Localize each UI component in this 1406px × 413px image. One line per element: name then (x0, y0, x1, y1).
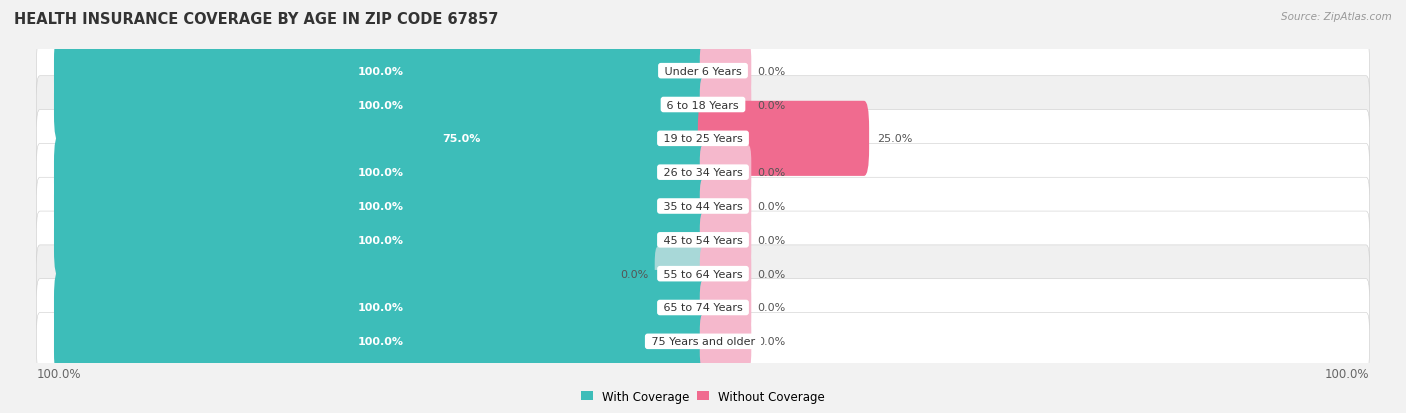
Text: 75.0%: 75.0% (443, 134, 481, 144)
Text: 0.0%: 0.0% (758, 235, 786, 245)
FancyBboxPatch shape (655, 247, 706, 301)
FancyBboxPatch shape (700, 247, 751, 301)
Text: 100.0%: 100.0% (359, 337, 404, 347)
FancyBboxPatch shape (37, 43, 1369, 100)
Text: 75 Years and older: 75 Years and older (648, 337, 758, 347)
FancyBboxPatch shape (53, 270, 709, 345)
Text: 0.0%: 0.0% (758, 303, 786, 313)
FancyBboxPatch shape (37, 144, 1369, 202)
Text: 0.0%: 0.0% (758, 100, 786, 110)
FancyBboxPatch shape (53, 304, 709, 379)
Text: 100.0%: 100.0% (359, 235, 404, 245)
Text: 100.0%: 100.0% (359, 202, 404, 211)
Text: 0.0%: 0.0% (758, 168, 786, 178)
Legend: With Coverage, Without Coverage: With Coverage, Without Coverage (576, 385, 830, 408)
Text: 0.0%: 0.0% (758, 269, 786, 279)
Text: 35 to 44 Years: 35 to 44 Years (659, 202, 747, 211)
Text: 25.0%: 25.0% (877, 134, 912, 144)
Text: 0.0%: 0.0% (758, 66, 786, 76)
FancyBboxPatch shape (37, 110, 1369, 168)
FancyBboxPatch shape (700, 314, 751, 369)
FancyBboxPatch shape (700, 145, 751, 200)
FancyBboxPatch shape (700, 213, 751, 268)
FancyBboxPatch shape (37, 313, 1369, 370)
FancyBboxPatch shape (37, 178, 1369, 235)
FancyBboxPatch shape (700, 179, 751, 234)
Text: 100.0%: 100.0% (359, 303, 404, 313)
Text: 45 to 54 Years: 45 to 54 Years (659, 235, 747, 245)
FancyBboxPatch shape (215, 102, 709, 176)
Text: 100.0%: 100.0% (359, 100, 404, 110)
Text: HEALTH INSURANCE COVERAGE BY AGE IN ZIP CODE 67857: HEALTH INSURANCE COVERAGE BY AGE IN ZIP … (14, 12, 499, 27)
Text: 100.0%: 100.0% (359, 66, 404, 76)
FancyBboxPatch shape (53, 34, 709, 109)
FancyBboxPatch shape (697, 102, 869, 176)
Text: 55 to 64 Years: 55 to 64 Years (659, 269, 747, 279)
Text: 0.0%: 0.0% (758, 337, 786, 347)
Text: 6 to 18 Years: 6 to 18 Years (664, 100, 742, 110)
FancyBboxPatch shape (53, 169, 709, 244)
Text: 65 to 74 Years: 65 to 74 Years (659, 303, 747, 313)
Text: 0.0%: 0.0% (758, 202, 786, 211)
FancyBboxPatch shape (37, 279, 1369, 337)
FancyBboxPatch shape (53, 68, 709, 143)
FancyBboxPatch shape (37, 245, 1369, 303)
Text: 100.0%: 100.0% (359, 168, 404, 178)
FancyBboxPatch shape (53, 203, 709, 278)
Text: Source: ZipAtlas.com: Source: ZipAtlas.com (1281, 12, 1392, 22)
Text: 19 to 25 Years: 19 to 25 Years (659, 134, 747, 144)
FancyBboxPatch shape (700, 280, 751, 335)
FancyBboxPatch shape (37, 76, 1369, 134)
FancyBboxPatch shape (53, 135, 709, 210)
FancyBboxPatch shape (700, 78, 751, 133)
Text: 26 to 34 Years: 26 to 34 Years (659, 168, 747, 178)
Text: Under 6 Years: Under 6 Years (661, 66, 745, 76)
FancyBboxPatch shape (37, 211, 1369, 269)
Text: 0.0%: 0.0% (620, 269, 648, 279)
FancyBboxPatch shape (700, 44, 751, 99)
